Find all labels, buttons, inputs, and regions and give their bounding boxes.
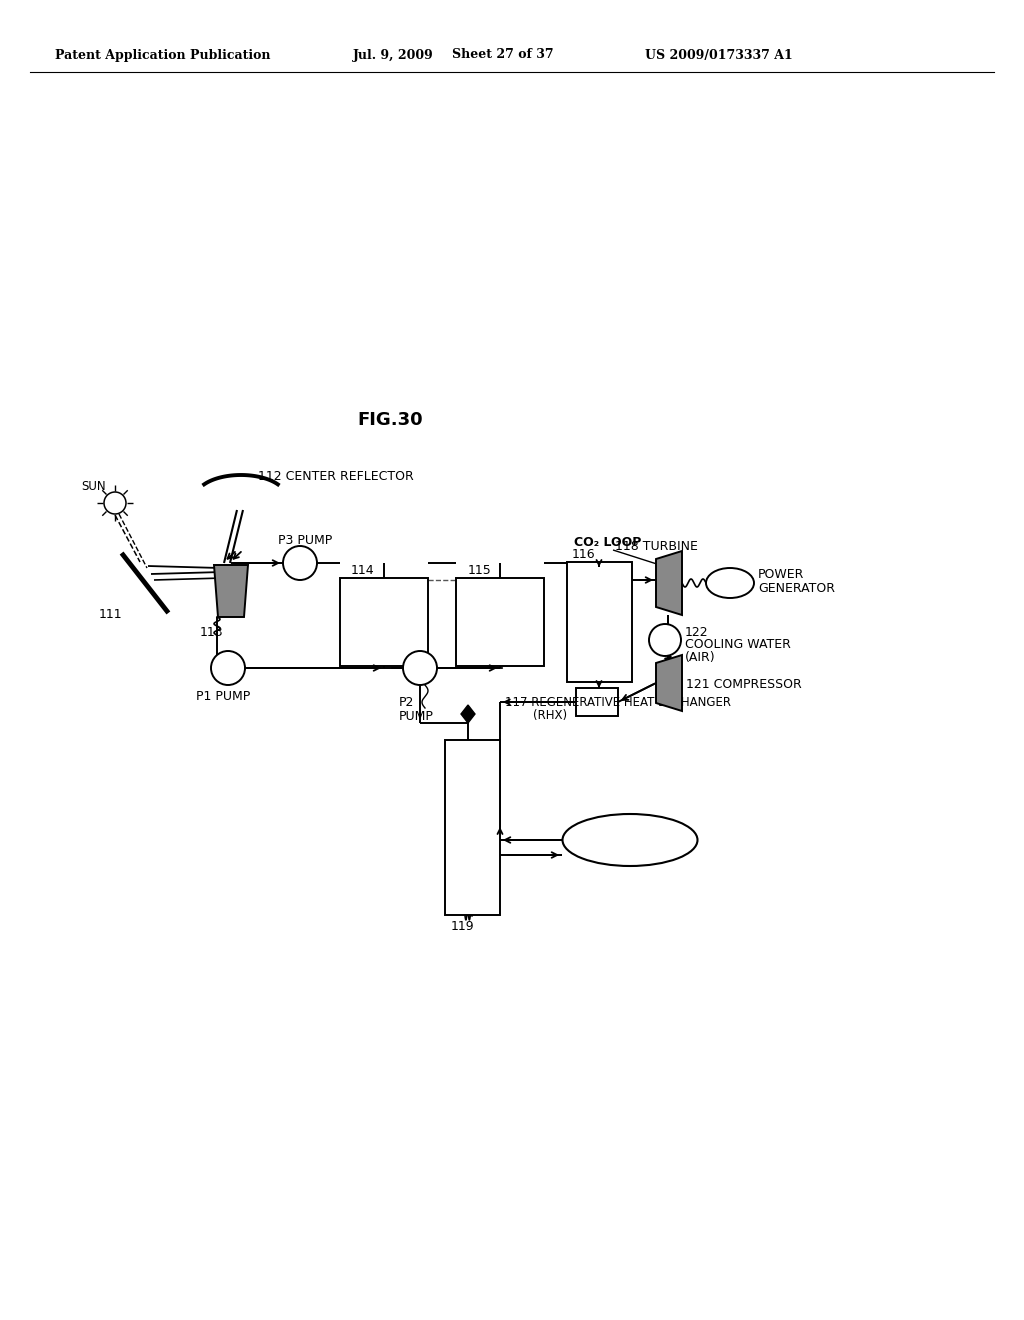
Text: PUMP: PUMP [399, 710, 434, 722]
Text: CO₂ LOOP: CO₂ LOOP [574, 536, 641, 549]
Ellipse shape [706, 568, 754, 598]
Polygon shape [214, 565, 248, 616]
Text: PLANT CYCLE: PLANT CYCLE [586, 833, 674, 846]
Text: Jul. 9, 2009: Jul. 9, 2009 [353, 49, 434, 62]
Text: COOLING WATER: COOLING WATER [685, 639, 791, 652]
Text: P1 PUMP: P1 PUMP [196, 690, 250, 704]
Text: (RHX): (RHX) [534, 710, 567, 722]
Text: 119: 119 [451, 920, 474, 932]
Bar [340, 578, 428, 667]
Text: Patent Application Publication: Patent Application Publication [55, 49, 270, 62]
Text: 122: 122 [685, 626, 709, 639]
Circle shape [649, 624, 681, 656]
Circle shape [104, 492, 126, 513]
Text: 118 TURBINE: 118 TURBINE [615, 540, 698, 553]
Text: 113: 113 [200, 626, 223, 639]
Bar [456, 578, 544, 667]
Text: 111: 111 [99, 607, 123, 620]
Text: Sheet 27 of 37: Sheet 27 of 37 [452, 49, 554, 62]
Text: 116: 116 [572, 549, 596, 561]
Text: FIG.30: FIG.30 [357, 411, 423, 429]
Polygon shape [461, 705, 475, 723]
Text: 117 REGENERATIVE HEAT EXCHANGER: 117 REGENERATIVE HEAT EXCHANGER [505, 697, 731, 710]
Text: GENERATOR: GENERATOR [758, 582, 835, 595]
Bar [575, 688, 618, 715]
Text: P3 PUMP: P3 PUMP [278, 533, 332, 546]
Text: P2: P2 [399, 696, 415, 709]
Polygon shape [656, 550, 682, 615]
Text: 115: 115 [468, 564, 492, 577]
Circle shape [283, 546, 317, 579]
Text: POWER: POWER [758, 568, 805, 581]
Text: (AIR): (AIR) [685, 652, 716, 664]
Text: 121 COMPRESSOR: 121 COMPRESSOR [686, 678, 802, 692]
Bar [567, 562, 632, 682]
Text: US 2009/0173337 A1: US 2009/0173337 A1 [645, 49, 793, 62]
Ellipse shape [562, 814, 697, 866]
Polygon shape [656, 655, 682, 711]
Text: 114: 114 [351, 564, 375, 577]
Bar [445, 741, 500, 915]
Circle shape [403, 651, 437, 685]
Circle shape [211, 651, 245, 685]
Text: 112 CENTER REFLECTOR: 112 CENTER REFLECTOR [258, 470, 414, 483]
Text: SUN: SUN [82, 480, 106, 494]
